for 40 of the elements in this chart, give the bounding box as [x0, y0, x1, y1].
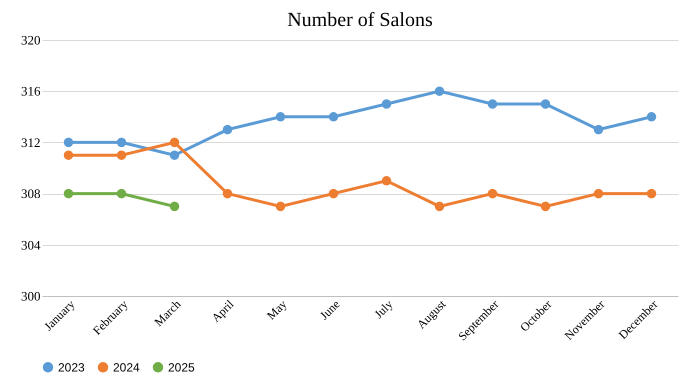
- point: [434, 86, 444, 96]
- point: [488, 188, 498, 198]
- x-tick-label: June: [317, 297, 342, 323]
- chart-title: Number of Salons: [287, 9, 433, 31]
- point: [222, 188, 232, 198]
- y-tick-label: 304: [21, 237, 41, 252]
- point: [594, 188, 604, 198]
- x-tick-label: July: [371, 297, 396, 322]
- point: [170, 138, 180, 148]
- point: [434, 202, 444, 212]
- point: [646, 188, 656, 198]
- y-tick-label: 316: [21, 84, 41, 99]
- point: [276, 112, 286, 122]
- point: [540, 202, 550, 212]
- point: [594, 124, 604, 134]
- point: [64, 150, 74, 160]
- legend-label: 2024: [113, 360, 140, 374]
- y-tick-label: 320: [21, 32, 40, 48]
- point: [276, 202, 286, 212]
- point: [646, 112, 656, 122]
- y-tick-label: 312: [21, 134, 40, 150]
- point: [170, 150, 180, 160]
- point: [540, 99, 550, 109]
- point: [116, 138, 126, 148]
- point: [328, 112, 338, 122]
- x-tick-label: May: [264, 297, 290, 323]
- legend-label: 2023: [58, 360, 86, 374]
- y-tick-label: 300: [21, 288, 40, 304]
- point: [64, 138, 74, 148]
- point: [222, 124, 232, 134]
- point: [116, 188, 126, 198]
- legend-label: 2025: [168, 360, 196, 374]
- point: [116, 150, 126, 160]
- point: [328, 188, 338, 198]
- y-tick-label: 308: [21, 186, 40, 202]
- point: [382, 99, 392, 109]
- point: [170, 202, 180, 212]
- point: [488, 99, 498, 109]
- point: [64, 188, 74, 198]
- point: [382, 176, 392, 186]
